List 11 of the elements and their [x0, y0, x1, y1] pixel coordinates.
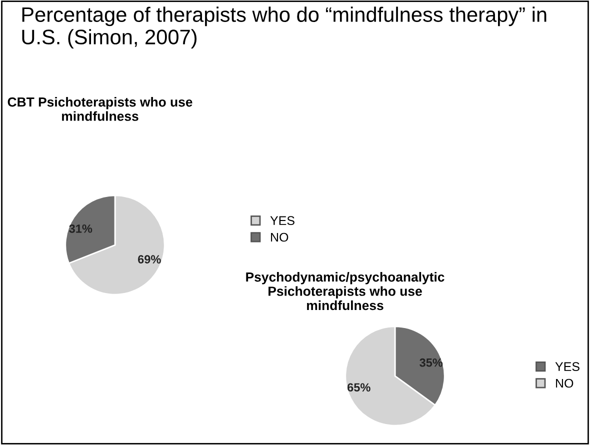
legend-label: NO: [556, 378, 574, 388]
data-label: 69%: [138, 255, 161, 264]
chart-title: Percentage of therapists who do “mindfulness therapy” in U.S. (Simon, 2007): [22, 6, 546, 49]
legend-label: YES: [555, 362, 580, 372]
legend-label: YES: [270, 216, 294, 226]
pie-slice: [68, 194, 166, 296]
chart-title: Psychodynamic/psychoanalytic Psichoterapists who use mindfulness: [246, 272, 444, 310]
chart-subtitle: CBT Psichoterapists who use mindfulness: [8, 97, 192, 121]
data-label: 31%: [69, 224, 92, 233]
legend-label: NO: [271, 232, 288, 242]
data-label: 65%: [347, 383, 370, 392]
